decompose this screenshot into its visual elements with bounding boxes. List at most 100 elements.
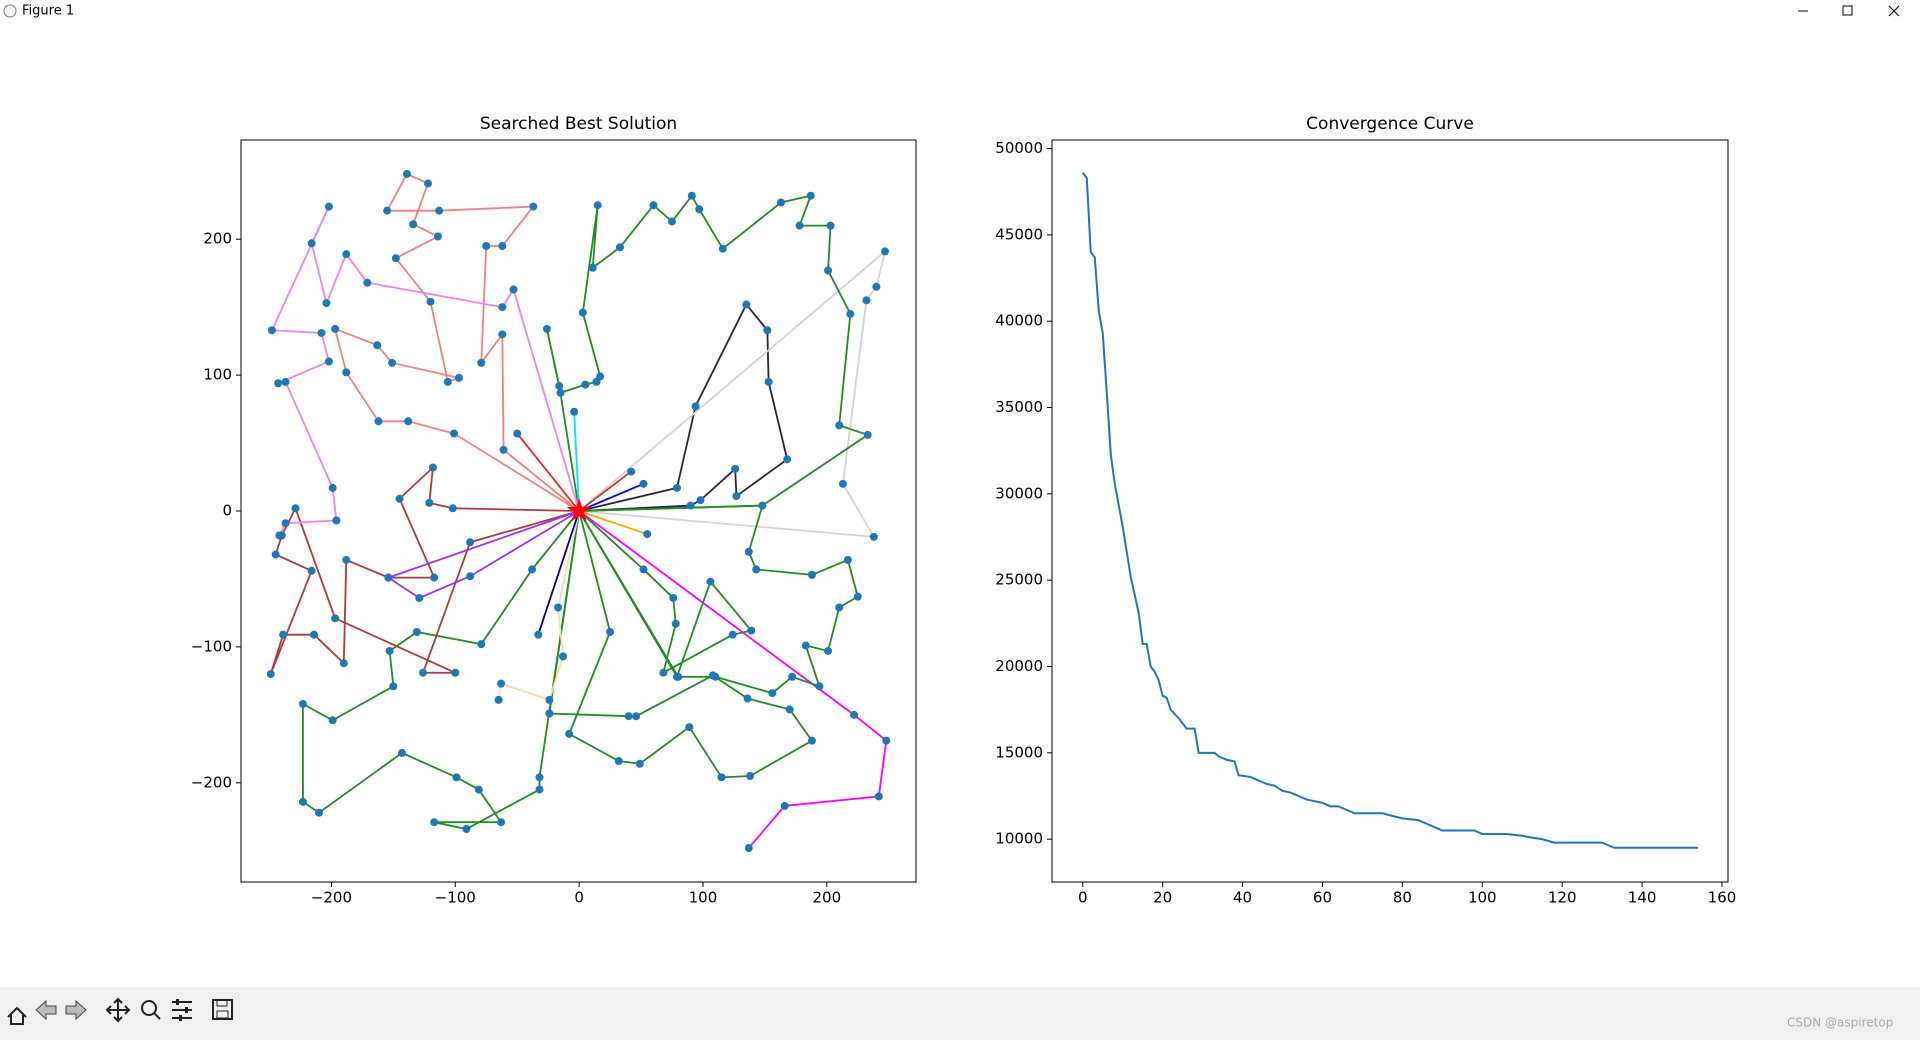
customer-point bbox=[826, 221, 835, 230]
customer-point bbox=[554, 603, 563, 612]
customer-point bbox=[494, 695, 503, 704]
pan-button[interactable] bbox=[105, 997, 131, 1023]
customer-point bbox=[835, 603, 844, 612]
route-line bbox=[578, 510, 753, 679]
customer-point bbox=[291, 504, 300, 513]
customer-point bbox=[780, 801, 789, 810]
customer-point bbox=[298, 699, 307, 708]
customer-point bbox=[672, 483, 681, 492]
customer-point bbox=[498, 330, 507, 339]
customer-point bbox=[466, 538, 475, 547]
save-button[interactable] bbox=[212, 999, 233, 1020]
customer-point bbox=[764, 377, 773, 386]
customer-point bbox=[498, 303, 507, 312]
customer-point bbox=[881, 247, 890, 256]
customer-point bbox=[425, 498, 434, 507]
customer-point bbox=[545, 709, 554, 718]
customer-point bbox=[731, 464, 740, 473]
customer-point bbox=[339, 659, 348, 668]
customer-point bbox=[430, 573, 439, 582]
route-line bbox=[546, 194, 870, 512]
customer-point bbox=[271, 550, 280, 559]
customer-point bbox=[451, 668, 460, 677]
customer-point bbox=[687, 191, 696, 200]
customer-point bbox=[835, 421, 844, 430]
customer-point bbox=[328, 716, 337, 725]
customer-point bbox=[424, 179, 433, 188]
customer-point bbox=[639, 565, 648, 574]
route-line bbox=[386, 510, 580, 599]
customer-point bbox=[373, 341, 382, 350]
customer-point bbox=[535, 785, 544, 794]
x-tick-label: 140 bbox=[1628, 889, 1657, 907]
customer-point bbox=[419, 668, 428, 677]
route-line bbox=[497, 510, 580, 702]
customer-point bbox=[529, 202, 538, 211]
customer-point bbox=[281, 377, 290, 386]
configure-button[interactable] bbox=[172, 999, 192, 1021]
customer-point bbox=[317, 328, 326, 337]
customer-point bbox=[307, 566, 316, 575]
customer-point bbox=[342, 250, 351, 259]
forward-button[interactable] bbox=[65, 999, 87, 1021]
customer-point bbox=[435, 206, 444, 215]
x-tick-label: 60 bbox=[1313, 889, 1332, 907]
curve-line bbox=[1081, 172, 1699, 849]
y-tick-label: 35000 bbox=[995, 398, 1043, 416]
customer-point bbox=[398, 748, 407, 757]
route-line bbox=[578, 510, 888, 849]
customer-point bbox=[332, 516, 341, 525]
customer-point bbox=[696, 496, 705, 505]
customer-point bbox=[409, 220, 418, 229]
customer-point bbox=[528, 565, 537, 574]
y-tick-label: −100 bbox=[191, 637, 232, 655]
x-tick-label: 120 bbox=[1548, 889, 1577, 907]
customer-point bbox=[824, 266, 833, 275]
restore-button[interactable] bbox=[1842, 5, 1853, 16]
customer-point bbox=[639, 479, 648, 488]
customer-point bbox=[474, 785, 483, 794]
customer-point bbox=[462, 825, 471, 833]
customer-point bbox=[872, 282, 881, 291]
customer-point bbox=[752, 565, 761, 574]
customer-point bbox=[559, 652, 568, 661]
customer-point bbox=[742, 300, 751, 309]
customer-point bbox=[466, 572, 475, 581]
customer-point bbox=[322, 299, 331, 308]
zoom-button[interactable] bbox=[141, 1000, 161, 1020]
back-button[interactable] bbox=[35, 999, 57, 1021]
axes-frame bbox=[1051, 139, 1729, 883]
customer-point bbox=[838, 479, 847, 488]
customer-point bbox=[578, 308, 587, 317]
x-tick-label: 100 bbox=[689, 889, 718, 907]
customer-point bbox=[615, 243, 624, 252]
customer-point bbox=[331, 614, 340, 623]
customer-point bbox=[732, 492, 741, 501]
x-tick-label: 0 bbox=[1078, 889, 1088, 907]
customer-point bbox=[795, 221, 804, 230]
customer-point bbox=[384, 573, 393, 582]
customer-point bbox=[412, 627, 421, 636]
home-button[interactable] bbox=[7, 1006, 27, 1025]
customer-point bbox=[708, 671, 717, 680]
y-tick-label: 40000 bbox=[995, 312, 1043, 330]
x-tick-label: 100 bbox=[1468, 889, 1497, 907]
customer-point bbox=[497, 818, 506, 827]
customer-point bbox=[310, 630, 319, 639]
customer-point bbox=[279, 630, 288, 639]
customer-point bbox=[627, 467, 636, 476]
y-tick-label: 50000 bbox=[995, 139, 1043, 157]
y-tick-label: 45000 bbox=[995, 225, 1043, 243]
customer-point bbox=[593, 201, 602, 210]
x-tick-label: −200 bbox=[311, 889, 352, 907]
customer-point bbox=[433, 232, 442, 241]
y-tick-label: −200 bbox=[191, 773, 232, 791]
customer-point bbox=[298, 797, 307, 806]
y-tick-label: 25000 bbox=[995, 571, 1043, 589]
close-button[interactable] bbox=[1888, 5, 1900, 17]
customer-point bbox=[863, 430, 872, 439]
customer-point bbox=[477, 640, 486, 649]
customer-point bbox=[267, 326, 276, 335]
